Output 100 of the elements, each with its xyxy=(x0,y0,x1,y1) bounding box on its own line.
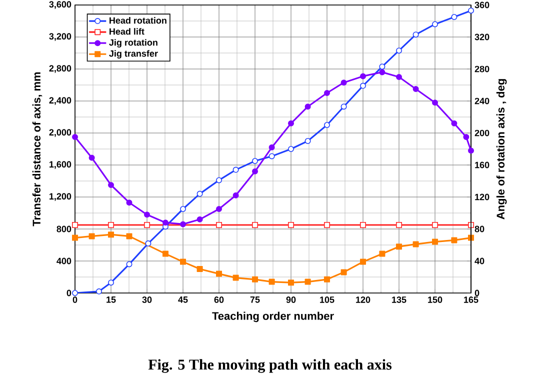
y2-tick-label: 360 xyxy=(474,2,490,8)
x-tick-label: 15 xyxy=(106,296,116,303)
y2-tick-label: 280 xyxy=(474,66,490,72)
x-tick-label: 150 xyxy=(428,296,442,303)
y-tick-label: 2,400 xyxy=(49,97,72,105)
point xyxy=(324,90,330,96)
point xyxy=(304,278,311,285)
point xyxy=(432,238,438,245)
point xyxy=(216,177,222,184)
point xyxy=(108,280,114,286)
y2-tick-label: 80 xyxy=(474,226,484,232)
point xyxy=(340,104,347,110)
point xyxy=(88,233,95,240)
point xyxy=(108,232,114,238)
point xyxy=(180,258,186,265)
point xyxy=(72,222,78,228)
point xyxy=(180,206,186,212)
y-tick-label: 1,600 xyxy=(50,161,72,169)
point xyxy=(304,104,311,110)
y-tick-label: 2,800 xyxy=(49,65,72,73)
x-tick-label: 120 xyxy=(356,296,370,303)
y-tick-label: 0 xyxy=(66,290,72,296)
y2-tick-label: 320 xyxy=(474,34,490,40)
legend-label: Head lift xyxy=(110,28,144,35)
point xyxy=(288,280,294,286)
point xyxy=(412,86,419,92)
y2-tick-label: 160 xyxy=(475,162,490,168)
y-tick-label: 800 xyxy=(56,226,72,232)
point xyxy=(232,274,239,281)
x-tick-label: 165 xyxy=(464,296,478,303)
y-tick-label: 3,600 xyxy=(49,1,72,9)
point xyxy=(451,120,458,126)
x-tick-label: 45 xyxy=(178,296,188,303)
point xyxy=(288,222,294,228)
point xyxy=(252,276,258,282)
point xyxy=(252,158,258,164)
point xyxy=(379,250,386,257)
point xyxy=(126,200,132,206)
point xyxy=(412,241,419,248)
point xyxy=(304,138,311,144)
point xyxy=(451,237,458,244)
point xyxy=(340,80,347,86)
point xyxy=(396,222,402,228)
point xyxy=(340,269,347,276)
y-tick-label: 3,200 xyxy=(49,33,72,41)
point xyxy=(196,190,203,197)
point xyxy=(88,154,95,161)
point xyxy=(468,148,474,154)
caption: Fig. 5 The moving path with each axis xyxy=(148,359,392,373)
point xyxy=(360,222,366,228)
point xyxy=(412,32,419,38)
point xyxy=(396,244,402,250)
point xyxy=(432,100,438,106)
x-tick-label: 135 xyxy=(392,296,406,303)
point xyxy=(396,74,402,80)
x-tick-label: 75 xyxy=(250,296,260,303)
point xyxy=(108,222,114,228)
point xyxy=(432,222,438,228)
y2-tick-label: 200 xyxy=(474,130,490,136)
point xyxy=(96,288,102,294)
point xyxy=(360,82,366,89)
point xyxy=(360,73,366,80)
x-axis-title: Teaching order number xyxy=(212,312,334,322)
point xyxy=(232,166,239,173)
point xyxy=(268,144,275,150)
legend-label: Head rotation xyxy=(110,17,166,24)
point xyxy=(72,134,78,140)
x-tick-label: 105 xyxy=(320,296,334,303)
y-axis-title: Transfer distance of axis, mm xyxy=(32,72,42,226)
y2-tick-label: 240 xyxy=(474,98,490,104)
point xyxy=(288,146,294,152)
point xyxy=(360,258,366,265)
point xyxy=(144,222,150,228)
point xyxy=(268,153,275,160)
legend-label: Jig rotation xyxy=(109,39,158,48)
x-tick-label: 60 xyxy=(214,296,224,303)
point xyxy=(126,261,132,268)
y2-tick-label: 0 xyxy=(474,290,480,296)
point xyxy=(451,14,458,20)
point xyxy=(232,192,239,198)
y-tick-label: 400 xyxy=(56,258,72,264)
point xyxy=(432,21,438,28)
point xyxy=(180,221,186,228)
point xyxy=(324,122,330,128)
point xyxy=(324,222,330,228)
y2-tick-label: 40 xyxy=(474,258,484,264)
point xyxy=(379,69,386,76)
point xyxy=(252,222,258,228)
point xyxy=(162,250,168,257)
point xyxy=(216,206,222,212)
y2-tick-label: 120 xyxy=(475,194,490,200)
legend-label: Jig transfer xyxy=(109,50,158,59)
point xyxy=(268,278,275,285)
point xyxy=(196,216,203,222)
point xyxy=(468,8,474,14)
point xyxy=(288,120,294,126)
y-tick-label: 2,000 xyxy=(49,129,72,137)
point xyxy=(379,64,386,70)
point xyxy=(196,266,203,272)
point xyxy=(162,220,168,226)
